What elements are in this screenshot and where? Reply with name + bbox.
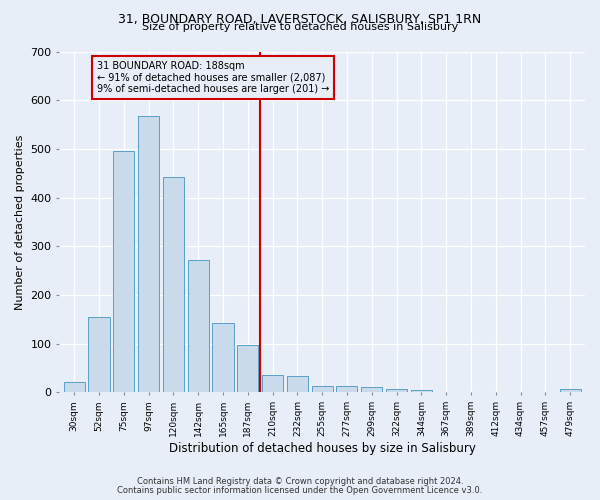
Text: 31 BOUNDARY ROAD: 188sqm
← 91% of detached houses are smaller (2,087)
9% of semi: 31 BOUNDARY ROAD: 188sqm ← 91% of detach…: [97, 61, 329, 94]
Bar: [262, 376, 283, 392]
Bar: [237, 345, 259, 393]
Y-axis label: Number of detached properties: Number of detached properties: [15, 134, 25, 310]
Bar: [311, 386, 332, 392]
Text: Size of property relative to detached houses in Salisbury: Size of property relative to detached ho…: [142, 22, 458, 32]
Bar: [138, 116, 159, 392]
Bar: [212, 323, 233, 392]
Bar: [163, 176, 184, 392]
Bar: [560, 389, 581, 392]
Text: Contains public sector information licensed under the Open Government Licence v3: Contains public sector information licen…: [118, 486, 482, 495]
Bar: [64, 382, 85, 392]
Bar: [188, 260, 209, 392]
Bar: [386, 389, 407, 392]
Bar: [411, 390, 432, 392]
Bar: [287, 376, 308, 392]
X-axis label: Distribution of detached houses by size in Salisbury: Distribution of detached houses by size …: [169, 442, 476, 455]
Bar: [361, 386, 382, 392]
Bar: [88, 317, 110, 392]
Bar: [337, 386, 358, 392]
Text: 31, BOUNDARY ROAD, LAVERSTOCK, SALISBURY, SP1 1RN: 31, BOUNDARY ROAD, LAVERSTOCK, SALISBURY…: [118, 12, 482, 26]
Bar: [113, 152, 134, 392]
Text: Contains HM Land Registry data © Crown copyright and database right 2024.: Contains HM Land Registry data © Crown c…: [137, 477, 463, 486]
